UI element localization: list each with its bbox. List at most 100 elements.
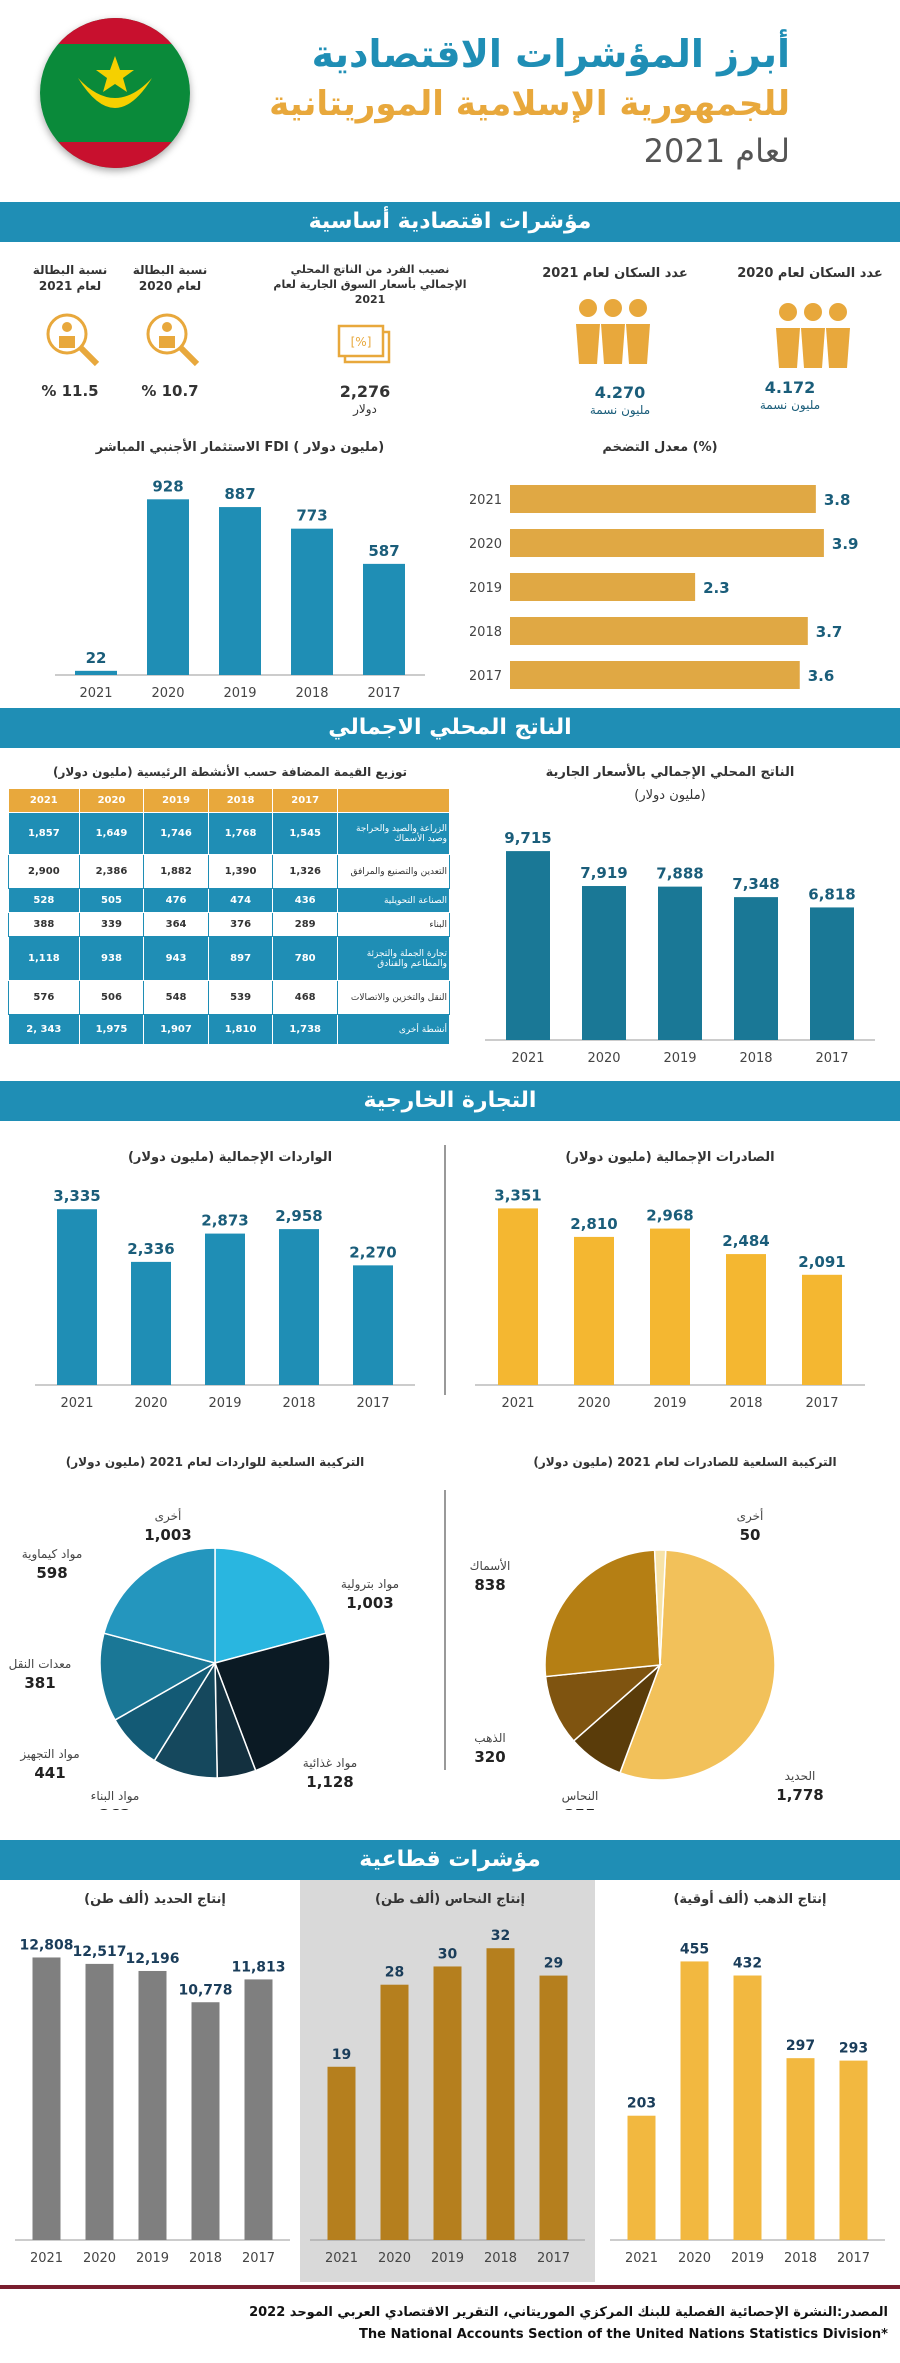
iron-bar-chart: 12,808 2021 12,517 2020 12,196 2019 10,778 2018… <box>15 1937 290 2266</box>
bar <box>291 528 333 675</box>
bar-value-label: 2,270 <box>349 1243 396 1261</box>
people-icon <box>568 296 658 370</box>
table-row: 388 339 364 376 289 البناء <box>8 912 450 937</box>
bar-value-label: 2,958 <box>275 1207 322 1225</box>
flag-emblem <box>40 18 190 168</box>
pie-slice <box>619 1549 776 1781</box>
table-row-label: التعدين والتصنيع والمرافق <box>337 854 450 889</box>
bar-value-label: 6,818 <box>808 885 855 903</box>
slice-name-label: الذهب <box>474 1731 505 1745</box>
gdppc-label: نصيب الفرد من الناتج المحلي الإجمالي بأس… <box>273 263 467 306</box>
slice-value-label: 838 <box>474 1576 505 1594</box>
x-tick-label: 2021 <box>79 686 112 701</box>
x-tick-label: 2019 <box>731 2251 764 2266</box>
money-icon: [%] <box>333 322 393 374</box>
iron-chart-title: إنتاج الحديد (ألف طن) <box>84 1892 226 1907</box>
bar-value-label: 9,715 <box>504 829 551 847</box>
bar <box>733 1975 762 2240</box>
header-subtitle: للجمهورية الإسلامية الموريتانية <box>269 84 790 124</box>
pie-slice <box>214 1547 327 1664</box>
copper-bar-chart: 19 2021 28 2020 30 2019 32 2018 29 2017 <box>310 1928 585 2266</box>
gold-chart-title: إنتاج الذهب (ألف أوقية) <box>673 1892 827 1907</box>
table-cell: 388 <box>8 912 80 937</box>
table-cell: 1,326 <box>272 854 338 889</box>
table-row-label: النقل والتخزين والاتصالات <box>337 980 450 1015</box>
table-row: 2, 343 1,975 1,907 1,810 1,738 أنشطة أخرى <box>8 1014 450 1045</box>
y-tick-label: 2017 <box>470 669 502 684</box>
bar-value-label: 12,808 <box>19 1937 73 1953</box>
bar-value-label: 19 <box>332 2047 351 2063</box>
bar-value-label: 3,335 <box>53 1187 100 1205</box>
x-tick-label: 2021 <box>625 2251 658 2266</box>
pop2020-unit: مليون نسمة <box>759 398 821 412</box>
gdp-bar-chart: 9,715 2021 7,919 2020 7,888 2019 7,348 2018 6,81… <box>485 829 875 1066</box>
slice-value-label: 441 <box>34 1764 65 1782</box>
exports-chart-title: الصادرات الإجمالية (مليون دولار) <box>565 1150 775 1165</box>
unemp2020-label: نسبة البطالة لعام 2020 <box>132 263 208 293</box>
bar-value-label: 3.9 <box>832 535 859 553</box>
table-cell: 1,768 <box>207 812 274 855</box>
bar <box>147 499 189 675</box>
footer-source-ar: المصدر:النشرة الإحصائية الفصلية للبنك ال… <box>249 2305 888 2320</box>
bar-value-label: 3.7 <box>816 623 843 641</box>
bar-value-label: 928 <box>152 477 183 495</box>
inflation-bar-chart: 2021 3.8 2020 3.9 2019 2.3 2018 3.7 2017 3.6 <box>470 485 859 689</box>
table-cell: 364 <box>143 912 209 937</box>
table-row-label: تجارة الجملة والتجزئة والمطاعم والفنادق <box>337 936 450 981</box>
table-title: توزيع القيمة المضافة حسب الأنشطة الرئيسي… <box>52 765 408 779</box>
bar <box>510 485 816 513</box>
bar <box>582 886 626 1040</box>
x-tick-label: 2018 <box>784 2251 817 2266</box>
header-title: أبرز المؤشرات الاقتصادية <box>311 32 790 76</box>
bar <box>734 897 778 1040</box>
bar-value-label: 432 <box>733 1956 762 1972</box>
table-cell: 289 <box>272 912 338 937</box>
gdp-chart-subtitle: (مليون دولار) <box>634 788 706 803</box>
gold-bar-chart: 203 2021 455 2020 432 2019 297 2018 293 2017 <box>610 1941 885 2266</box>
bar <box>839 2060 868 2240</box>
pie-slice <box>544 1549 661 1678</box>
bar-value-label: 3.8 <box>824 491 851 509</box>
x-tick-label: 2019 <box>136 2251 169 2266</box>
people-icon <box>768 300 858 374</box>
slice-name-label: معدات النقل <box>9 1657 72 1671</box>
slice-name-label: النحاس <box>562 1789 599 1804</box>
x-tick-label: 2020 <box>83 2251 116 2266</box>
table-cell: 1,649 <box>78 812 145 855</box>
table-cell: 1,810 <box>207 1014 274 1045</box>
table-row-label: أنشطة أخرى <box>337 1014 450 1045</box>
bar <box>574 1236 614 1385</box>
section-gdp: الناتج المحلي الاجمالي <box>0 708 900 748</box>
x-tick-label: 2019 <box>223 686 256 701</box>
table-row: 2,900 2,386 1,882 1,390 1,326 التعدين والتصني… <box>8 854 450 889</box>
bar <box>627 2115 656 2240</box>
bar <box>498 1208 538 1385</box>
x-tick-label: 2017 <box>537 2251 570 2266</box>
bar-value-label: 29 <box>544 1956 563 1972</box>
x-tick-label: 2020 <box>577 1396 610 1411</box>
table-cell: 1,738 <box>272 1014 338 1045</box>
fdi-bar-chart: 22 2021 928 2020 887 2019 773 2018 587 2017 <box>55 477 425 701</box>
table-cell: 1,746 <box>143 812 209 855</box>
table-header: 2019 <box>143 788 209 813</box>
bar-value-label: 7,888 <box>656 865 703 883</box>
section-foreign-trade: التجارة الخارجية <box>0 1081 900 1121</box>
y-tick-label: 2020 <box>470 537 502 552</box>
x-tick-label: 2018 <box>189 2251 222 2266</box>
gdppc-unit: دولار <box>353 402 377 416</box>
imports-chart-title: الواردات الإجمالية (مليون دولار) <box>127 1150 333 1165</box>
bar-value-label: 2.3 <box>703 579 730 597</box>
pie-slice <box>103 1547 216 1664</box>
bar-value-label: 7,919 <box>580 864 627 882</box>
table-cell: 1,907 <box>143 1014 209 1045</box>
table-cell: 468 <box>272 980 338 1015</box>
divider <box>444 1145 446 1395</box>
table-cell: 938 <box>78 936 145 981</box>
bar <box>802 1274 842 1385</box>
unemp2021-label: نسبة البطالة لعام 2021 <box>32 263 108 293</box>
pop2020-label: عدد السكان لعام 2020 <box>737 266 883 281</box>
imports-pie-chart: مواد بترولية 1,003 مواد غذائية 1,128 مواد ال… <box>9 1508 399 1810</box>
slice-name-label: مواد بترولية <box>341 1577 399 1592</box>
exports-pie-chart: الحديد 1,778 النحاس 255 الذهب 320 الأسماك 838 أخ… <box>470 1508 824 1810</box>
bar <box>244 1979 273 2240</box>
